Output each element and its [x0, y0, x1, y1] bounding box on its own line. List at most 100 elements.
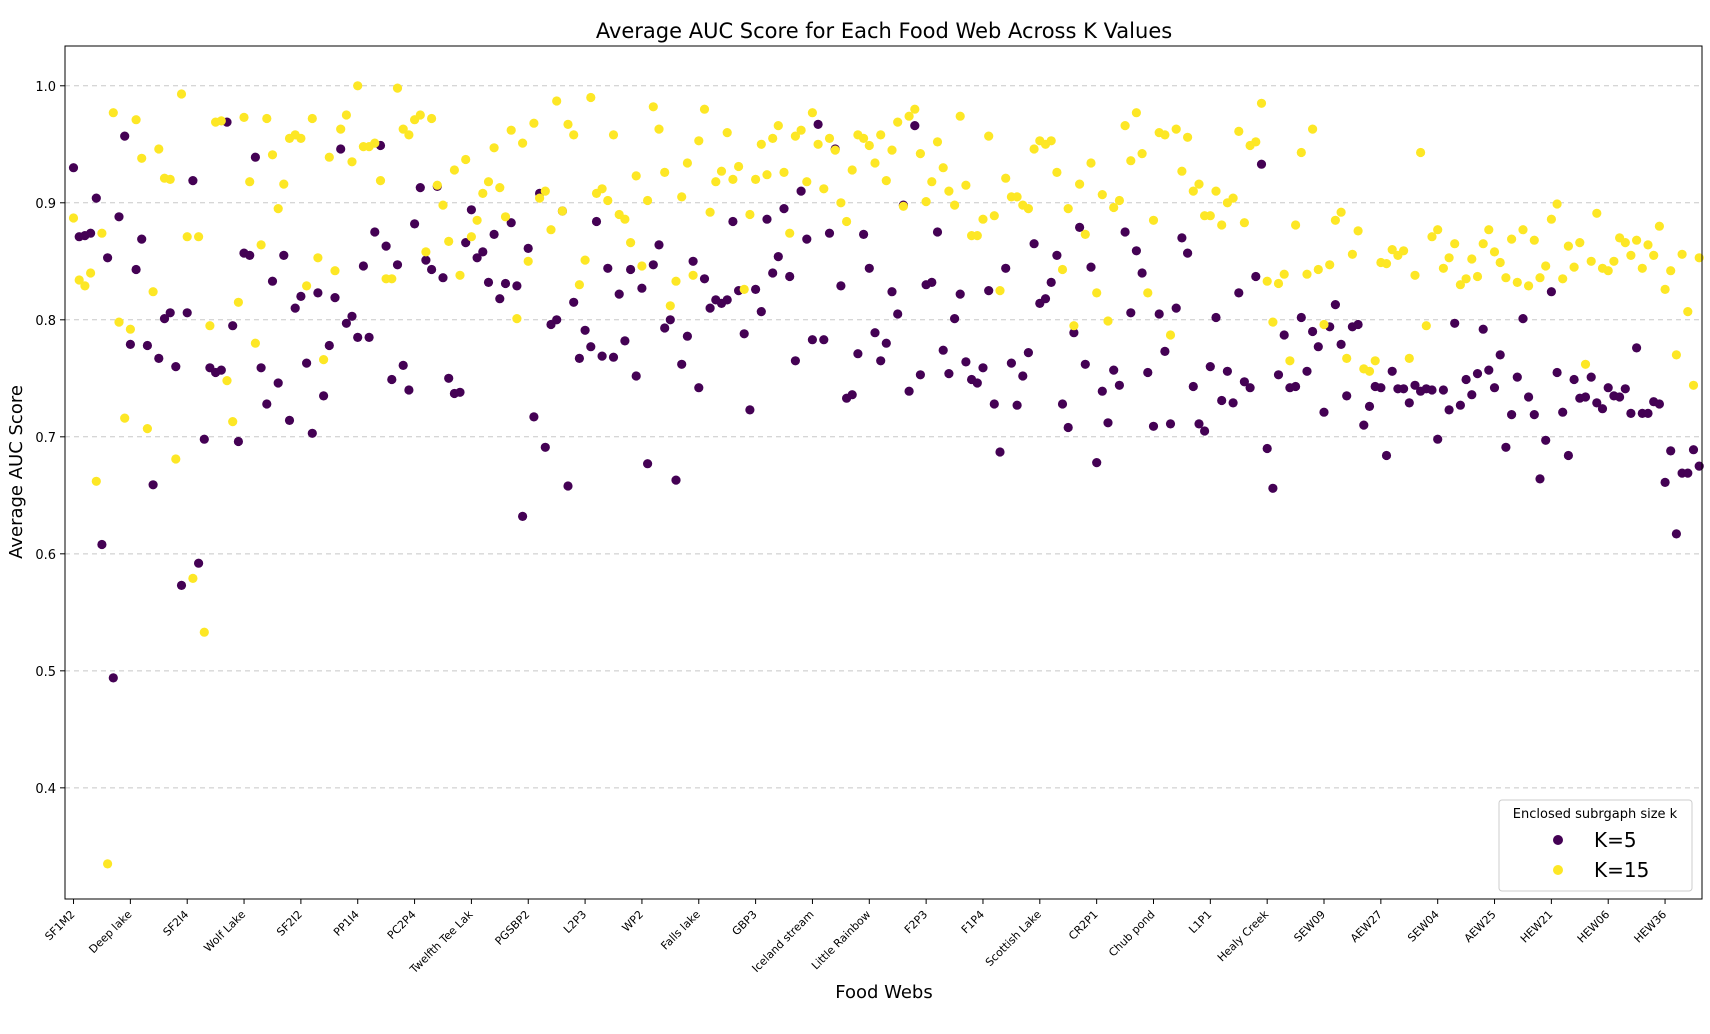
data-point [961, 357, 971, 367]
data-point [1205, 211, 1215, 221]
data-point [955, 111, 965, 121]
data-point [1376, 383, 1386, 393]
data-point [1433, 434, 1443, 444]
data-point [1575, 238, 1585, 248]
data-point [876, 130, 886, 140]
data-point [870, 158, 880, 168]
data-point [1268, 483, 1278, 493]
data-point [688, 270, 698, 280]
data-point [1052, 250, 1062, 260]
data-point [552, 96, 562, 106]
data-point [455, 270, 465, 280]
data-point [392, 83, 403, 93]
data-point [296, 291, 306, 301]
data-point [1677, 249, 1687, 259]
data-point [1023, 348, 1033, 358]
data-point [472, 215, 482, 225]
data-point [483, 177, 494, 187]
data-point [660, 167, 670, 177]
data-point [836, 281, 846, 291]
data-point [194, 232, 204, 242]
data-point [1273, 278, 1284, 289]
data-point [523, 256, 533, 266]
data-point [1308, 124, 1318, 134]
data-point [597, 184, 607, 194]
data-point [643, 195, 653, 206]
data-point [1262, 276, 1272, 286]
data-point [859, 133, 869, 143]
data-point [518, 138, 528, 148]
data-point [267, 150, 278, 160]
data-point [1649, 250, 1659, 260]
data-point [1018, 371, 1028, 381]
data-point [449, 165, 459, 175]
data-point [688, 256, 698, 266]
data-point [1296, 147, 1306, 158]
data-point [1501, 442, 1511, 452]
data-point [1063, 422, 1073, 433]
data-point [569, 297, 579, 307]
data-point [1234, 288, 1244, 298]
data-point [643, 459, 653, 469]
data-point [887, 287, 897, 297]
data-point [387, 374, 397, 385]
data-point [1552, 199, 1562, 209]
data-point [1472, 369, 1483, 379]
data-point [1319, 407, 1329, 417]
data-point [142, 340, 152, 351]
legend-marker-k15 [1553, 865, 1563, 875]
data-point [398, 124, 408, 134]
data-point [1580, 359, 1591, 369]
data-point [932, 137, 943, 147]
data-point [591, 216, 602, 227]
data-point [1563, 241, 1573, 251]
data-point [546, 225, 556, 235]
data-point [677, 192, 687, 202]
data-point [1313, 264, 1323, 275]
data-point [1092, 288, 1102, 298]
data-point [1029, 144, 1039, 154]
data-point [1410, 270, 1420, 280]
gridlines [65, 85, 1702, 789]
data-point [796, 125, 806, 135]
data-point [853, 349, 863, 359]
data-point [131, 115, 141, 125]
data-point [1512, 277, 1522, 287]
data-point [739, 329, 749, 339]
data-point [938, 345, 948, 355]
data-point [893, 309, 903, 319]
data-point [734, 161, 744, 172]
data-point [847, 390, 857, 400]
data-point [1103, 316, 1113, 326]
data-point [1569, 262, 1579, 272]
plot-frame [64, 45, 1703, 900]
data-point [1546, 287, 1556, 297]
data-point [796, 186, 806, 196]
data-point [682, 331, 693, 341]
data-point [1137, 268, 1147, 278]
data-point [864, 263, 874, 273]
data-point [86, 228, 96, 238]
data-point [961, 180, 971, 190]
data-point [785, 228, 795, 238]
data-point [819, 184, 829, 194]
data-point [302, 281, 312, 291]
data-point [1256, 159, 1267, 169]
data-point [222, 376, 232, 386]
data-point [1381, 259, 1392, 269]
data-point [1239, 218, 1249, 228]
data-point [1683, 468, 1693, 478]
data-point [1671, 350, 1681, 360]
data-point [881, 176, 891, 186]
data-point [1620, 384, 1630, 394]
data-point [1092, 458, 1102, 468]
data-point [1279, 330, 1289, 340]
data-point [1433, 225, 1443, 235]
data-point [665, 301, 675, 311]
data-point [1541, 435, 1551, 445]
data-point [188, 176, 198, 186]
data-point [989, 211, 999, 221]
data-point [353, 332, 363, 342]
data-point [779, 167, 789, 177]
